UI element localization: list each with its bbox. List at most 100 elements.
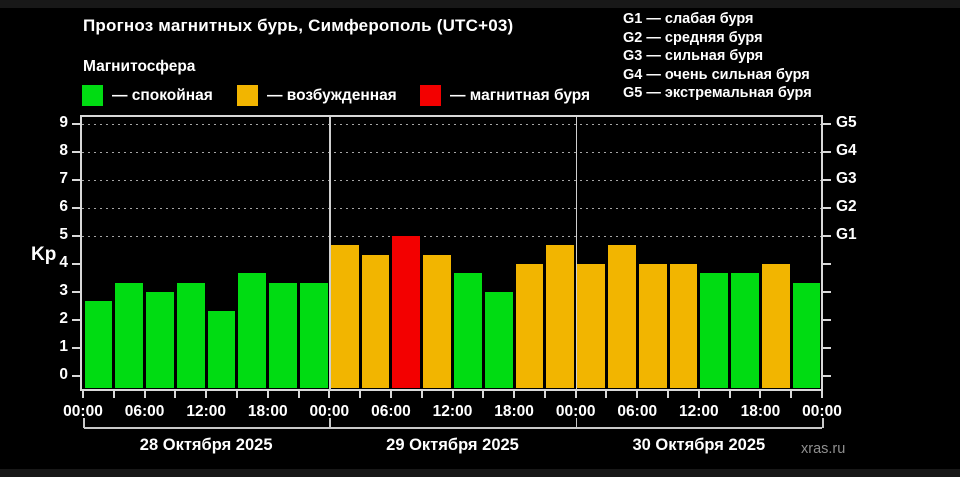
legend-item-quiet: — спокойная	[82, 85, 213, 106]
excited-color-swatch	[237, 85, 258, 106]
x-axis-label: 12:00	[432, 403, 473, 420]
x-axis-tick	[297, 391, 300, 398]
day-bracket-cap	[822, 418, 824, 428]
date-label: 29 Октября 2025	[386, 436, 519, 454]
g-scale-line: G4 — очень сильная буря	[623, 66, 810, 83]
y-axis-tick	[72, 347, 80, 349]
legend-label: — магнитная буря	[450, 86, 591, 104]
y-axis-label: 9	[59, 114, 68, 131]
x-axis-label: 06:00	[617, 403, 658, 420]
x-axis-tick	[82, 391, 84, 398]
y-axis-tick-right	[823, 207, 831, 209]
kp-bar	[515, 264, 544, 388]
x-axis-tick	[821, 391, 823, 398]
kp-bar	[700, 273, 729, 388]
storm-color-swatch	[420, 85, 441, 106]
x-axis-tick	[759, 391, 762, 398]
y-axis-tick-right	[823, 151, 831, 153]
kp-bar	[484, 292, 513, 388]
x-axis-tick	[451, 391, 454, 398]
kp-bar	[546, 245, 575, 388]
day-bracket-cap	[329, 418, 331, 428]
y-axis-label: 1	[59, 338, 68, 355]
x-axis-tick	[636, 391, 639, 398]
day-bracket	[84, 427, 822, 429]
g-scale-line: G3 — сильная буря	[623, 48, 764, 65]
g-axis-label: G4	[836, 142, 857, 159]
x-axis-tick	[605, 391, 608, 398]
day-divider	[575, 117, 578, 390]
gridline-kp7	[82, 180, 821, 181]
x-axis-label: 18:00	[494, 403, 534, 420]
y-axis-label: 0	[59, 366, 68, 383]
x-axis-label: 06:00	[124, 403, 165, 420]
bottom-edge-strip	[0, 469, 960, 477]
g-axis-label: G3	[836, 170, 857, 187]
g-scale-legend: G1 — слабая буря G2 — средняя буря G3 — …	[623, 10, 812, 103]
y-axis-label: 3	[59, 282, 68, 299]
x-axis-label: 00:00	[63, 403, 103, 420]
kp-bar	[423, 254, 451, 388]
x-axis-label: 12:00	[186, 403, 226, 420]
legend-item-excited: — возбужденная	[237, 85, 397, 106]
y-axis-title: Kp	[31, 244, 57, 265]
y-axis-tick	[72, 319, 80, 321]
x-axis-label: 00:00	[555, 403, 596, 420]
x-axis-tick	[235, 391, 238, 398]
x-axis-tick	[790, 391, 793, 398]
kp-bar	[669, 264, 698, 388]
y-axis-label: 6	[59, 198, 68, 215]
y-axis-tick-right	[823, 375, 831, 377]
kp-bar	[238, 273, 267, 388]
x-axis-label: 12:00	[679, 403, 719, 420]
kp-bar	[792, 282, 821, 388]
y-axis-tick	[72, 291, 80, 293]
legend-label: — спокойная	[112, 86, 213, 104]
x-axis-tick	[389, 391, 392, 398]
gridline-kp6	[82, 208, 821, 209]
x-axis-tick	[667, 391, 670, 398]
kp-bar	[176, 282, 205, 388]
quiet-color-swatch	[82, 85, 103, 106]
x-axis-tick	[543, 391, 546, 398]
magnetosphere-label: Магнитосфера	[83, 58, 196, 75]
day-bracket-cap	[83, 418, 85, 428]
x-axis-tick	[266, 391, 269, 398]
date-label: 28 Октября 2025	[139, 436, 273, 454]
g-axis-label: G1	[836, 226, 857, 243]
y-axis-tick-right	[823, 319, 831, 321]
x-axis-tick	[728, 391, 731, 398]
x-axis-tick	[420, 391, 423, 398]
x-axis-tick	[143, 391, 146, 398]
kp-bar	[607, 245, 636, 388]
legend-item-storm: — магнитная буря	[420, 85, 590, 106]
y-axis-tick-right	[823, 347, 831, 349]
y-axis-tick-right	[823, 123, 831, 125]
legend-label: — возбужденная	[267, 86, 397, 104]
kp-bar	[454, 273, 482, 388]
top-edge-strip	[0, 0, 960, 8]
y-axis-tick	[72, 375, 80, 377]
g-axis-label: G5	[836, 114, 857, 131]
kp-bar	[731, 273, 759, 388]
state-legend: — спокойная — возбужденная — магнитная б…	[82, 85, 602, 107]
y-axis-label: 5	[59, 226, 68, 243]
kp-bar	[207, 310, 236, 388]
x-axis-tick	[359, 391, 362, 398]
gridline-kp8	[82, 152, 821, 153]
kp-bar	[761, 264, 790, 388]
plot-frame	[80, 115, 823, 391]
g-axis-label: G2	[836, 198, 857, 215]
x-axis-tick	[482, 391, 485, 398]
x-axis-tick	[328, 391, 331, 398]
kp-bar	[392, 236, 421, 388]
y-axis-tick	[72, 123, 80, 125]
kp-bar	[269, 282, 298, 388]
kp-bar	[115, 282, 144, 388]
g-scale-line: G1 — слабая буря	[623, 11, 754, 27]
g-scale-line: G2 — средняя буря	[623, 29, 763, 46]
gridline-kp5	[82, 236, 821, 237]
y-axis-label: 2	[59, 310, 68, 327]
y-axis-tick	[72, 207, 80, 209]
